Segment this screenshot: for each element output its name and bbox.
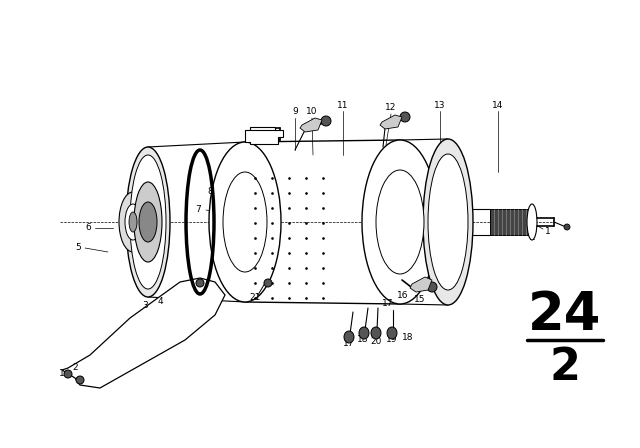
Ellipse shape [196,279,204,287]
Ellipse shape [139,202,157,242]
Ellipse shape [427,282,437,292]
Text: 15: 15 [414,294,426,303]
Text: 5: 5 [75,244,81,253]
Ellipse shape [223,172,267,272]
Ellipse shape [423,139,473,305]
Text: 9: 9 [292,108,298,116]
Polygon shape [490,209,532,235]
Text: 17: 17 [382,300,394,309]
Ellipse shape [387,327,397,339]
Text: 2: 2 [529,233,535,242]
Ellipse shape [564,224,570,230]
Polygon shape [380,115,402,129]
Text: 12: 12 [385,103,397,112]
Ellipse shape [321,116,331,126]
Text: 1: 1 [545,228,551,237]
Ellipse shape [400,112,410,122]
Ellipse shape [134,182,162,262]
Text: 19: 19 [387,336,397,345]
Text: 7: 7 [195,206,201,215]
Text: 18: 18 [403,332,413,341]
Ellipse shape [209,142,281,302]
Text: 4: 4 [157,297,163,306]
Ellipse shape [362,140,438,304]
Polygon shape [62,278,225,388]
Ellipse shape [119,192,147,252]
Text: 11: 11 [337,100,349,109]
Ellipse shape [76,376,84,384]
Text: 14: 14 [492,100,504,109]
Polygon shape [245,130,283,144]
Text: 2: 2 [550,346,580,389]
Ellipse shape [264,279,272,287]
Text: 1: 1 [59,370,65,379]
Ellipse shape [64,370,72,378]
Text: 3: 3 [142,302,148,310]
Ellipse shape [428,154,468,290]
Text: 6: 6 [85,224,91,233]
Text: 24: 24 [528,289,602,341]
Ellipse shape [130,155,166,289]
Ellipse shape [376,170,424,274]
Ellipse shape [371,327,381,339]
Ellipse shape [125,204,141,240]
Text: 8: 8 [207,188,213,197]
Text: 13: 13 [435,100,445,109]
Text: 10: 10 [307,108,317,116]
Polygon shape [300,118,322,132]
Text: 16: 16 [397,290,409,300]
Text: 18: 18 [357,336,369,345]
Ellipse shape [126,147,170,297]
Text: 21: 21 [250,293,260,302]
Text: 2: 2 [72,363,78,372]
Text: 17: 17 [343,340,355,349]
Ellipse shape [359,327,369,339]
Ellipse shape [129,212,137,232]
Ellipse shape [527,204,537,240]
Polygon shape [250,127,275,137]
Ellipse shape [344,331,354,343]
Polygon shape [410,277,432,292]
Text: 20: 20 [371,336,381,345]
